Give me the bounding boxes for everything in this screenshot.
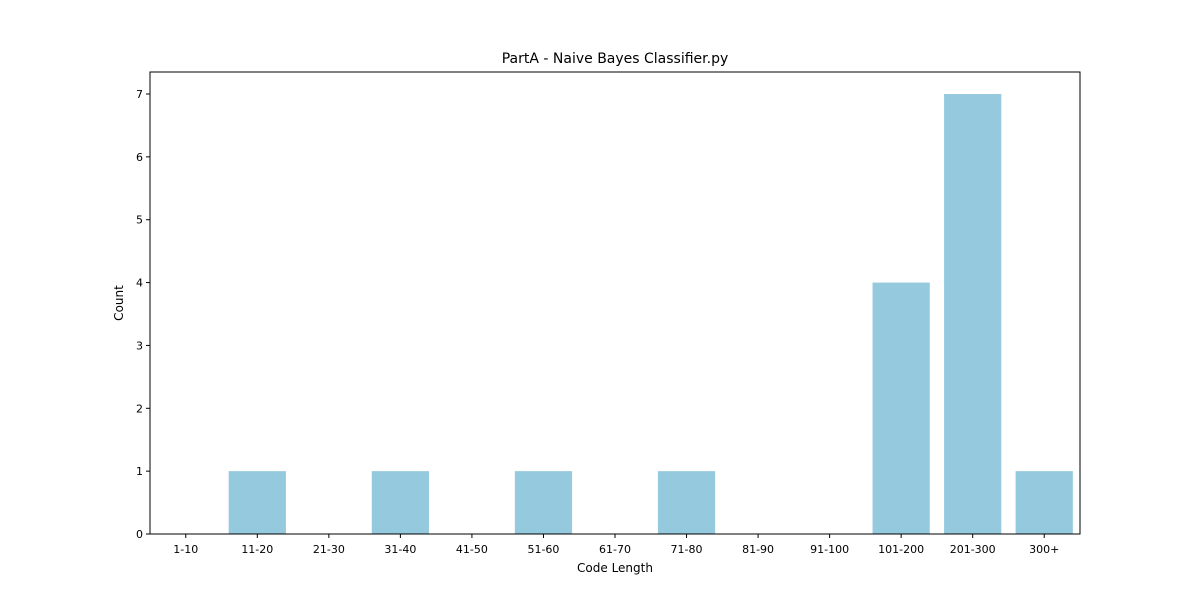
- x-tick-label: 1-10: [173, 543, 198, 556]
- bar-201-300: [944, 94, 1002, 534]
- bar-31-40: [371, 471, 429, 534]
- x-tick-label: 81-90: [742, 543, 774, 556]
- bar-71-80: [657, 471, 716, 534]
- y-tick-label: 2: [136, 402, 143, 415]
- bar-51-60: [514, 471, 573, 534]
- y-tick-label: 7: [136, 88, 143, 101]
- y-tick-label: 5: [136, 214, 143, 227]
- x-tick-label: 51-60: [527, 543, 559, 556]
- x-tick-label: 71-80: [671, 543, 703, 556]
- x-axis-ticks: 1-10 11-20 21-30 31-40 41-50 51-60 61-70 71-80 8…: [173, 534, 1059, 556]
- y-axis-ticks: 0 1 2 3 4 5 6 7: [136, 88, 150, 541]
- y-tick-label: 6: [136, 151, 143, 164]
- x-axis-label: Code Length: [577, 561, 653, 575]
- x-tick-label: 61-70: [599, 543, 631, 556]
- y-tick-label: 0: [136, 528, 143, 541]
- x-tick-label: 201-300: [950, 543, 996, 556]
- x-tick-label: 91-100: [810, 543, 849, 556]
- bar-300+: [1015, 471, 1073, 534]
- bars-group: [228, 94, 1073, 534]
- y-tick-label: 3: [136, 339, 143, 352]
- bar-11-20: [228, 471, 286, 534]
- x-tick-label: 101-200: [878, 543, 924, 556]
- x-tick-label: 41-50: [456, 543, 488, 556]
- x-tick-label: 31-40: [384, 543, 416, 556]
- y-axis-label: Count: [112, 285, 126, 321]
- x-tick-label: 11-20: [241, 543, 273, 556]
- bar-101-200: [872, 282, 930, 534]
- plot-area-frame: [149, 71, 1081, 535]
- x-tick-label: 300+: [1029, 543, 1059, 556]
- x-tick-label: 21-30: [313, 543, 345, 556]
- chart-title: PartA - Naive Bayes Classifier.py: [502, 51, 729, 67]
- y-tick-label: 1: [136, 465, 143, 478]
- y-tick-label: 4: [136, 277, 143, 290]
